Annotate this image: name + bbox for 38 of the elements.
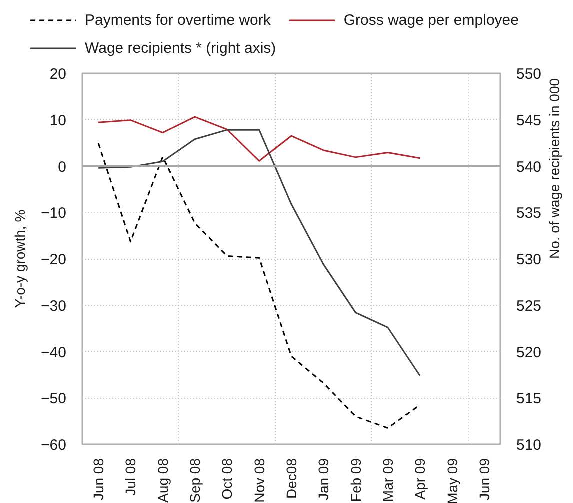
y2-axis-title: No. of wage recipients in 000: [546, 78, 563, 259]
x-tick-label: Jun 08: [90, 458, 107, 501]
y-tick-label: 10: [50, 112, 67, 130]
y2-tick-label: 525: [516, 298, 542, 315]
x-tick-label: Oct 08: [219, 458, 236, 500]
x-tick-label: Dec08: [284, 458, 300, 499]
y-tick-label: 20: [50, 66, 67, 83]
y2-tick-label: 530: [516, 252, 542, 268]
y2-tick-label: 520: [516, 344, 542, 362]
y2-tick-label: 545: [516, 112, 542, 130]
y2-tick-label: 535: [516, 205, 542, 222]
legend-label: Gross wage per employee: [344, 12, 519, 28]
y-tick-label: −40: [41, 344, 67, 362]
y-tick-label: −20: [41, 252, 67, 268]
y2-tick-label: 510: [516, 437, 542, 454]
x-tick-label: Feb 09: [348, 458, 364, 502]
y-axis-title: Y-o-y growth, %: [12, 210, 28, 308]
line-series: [98, 129, 421, 377]
x-tick-label: Jun 09: [476, 458, 492, 501]
legend-label: Payments for overtime work: [85, 12, 271, 28]
x-tick-label: Nov 08: [251, 458, 268, 503]
y-tick-label: −50: [41, 390, 67, 408]
y2-tick-label: 515: [516, 390, 542, 408]
x-tick-label: Sep 08: [187, 458, 204, 503]
x-tick-label: Mar 09: [380, 458, 396, 502]
y-tick-label: −10: [41, 205, 67, 222]
x-tick-label: Jan 09: [316, 458, 332, 501]
x-tick-label: Jul 08: [122, 458, 139, 496]
x-tick-label: Apr 09: [412, 458, 428, 500]
x-tick-label: Aug 08: [154, 458, 171, 503]
y-tick-label: 0: [58, 158, 66, 176]
line-series: [98, 116, 421, 162]
x-tick-label: May 09: [444, 458, 460, 503]
y-tick-label: −30: [41, 298, 67, 315]
y2-tick-label: 550: [516, 66, 542, 83]
y2-tick-label: 540: [516, 158, 542, 176]
y-tick-label: −60: [41, 437, 67, 454]
legend-label: Wage recipients * (right axis): [85, 40, 276, 56]
